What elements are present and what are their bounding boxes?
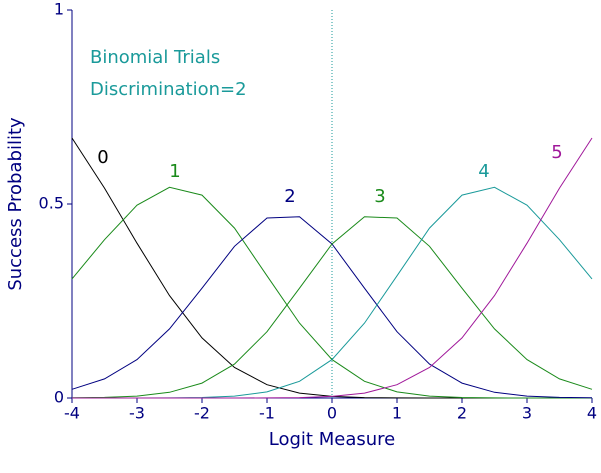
series-line xyxy=(71,216,593,399)
series-label: 1 xyxy=(169,161,180,182)
y-axis-label: Success Probability xyxy=(5,117,26,291)
x-tick-label: -4 xyxy=(64,404,80,423)
x-tick-label: -1 xyxy=(259,404,275,423)
x-tick-label: 2 xyxy=(457,404,467,423)
series-line xyxy=(72,137,593,399)
x-tick-label: 4 xyxy=(587,404,597,423)
annotation: Discrimination=2 xyxy=(90,79,247,100)
series-label: 3 xyxy=(374,186,385,207)
series-label: 2 xyxy=(284,186,295,207)
x-tick-label: -2 xyxy=(194,404,210,423)
y-tick-label: 0 xyxy=(54,388,64,407)
x-tick-label: 1 xyxy=(392,404,402,423)
y-tick-label: 0.5 xyxy=(39,194,64,213)
x-tick-label: 0 xyxy=(327,404,337,423)
series-label: 4 xyxy=(478,161,489,182)
x-axis-label: Logit Measure xyxy=(269,429,395,450)
series-label: 5 xyxy=(551,142,562,163)
y-tick-label: 1 xyxy=(54,0,64,19)
x-tick-label: 3 xyxy=(522,404,532,423)
series-label: 0 xyxy=(97,147,108,168)
annotation: Binomial Trials xyxy=(90,47,220,68)
x-tick-label: -3 xyxy=(129,404,145,423)
